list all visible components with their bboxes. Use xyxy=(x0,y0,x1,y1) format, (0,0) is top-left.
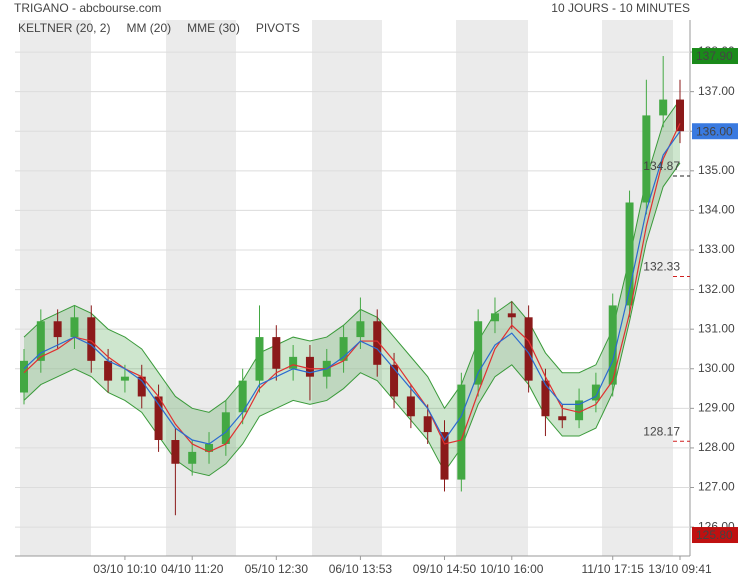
price-marker xyxy=(692,527,738,544)
y-tick-label: 137.00 xyxy=(698,84,735,98)
day-band xyxy=(456,20,528,556)
price-marker-label: 136.00 xyxy=(696,124,733,138)
candle-body xyxy=(406,396,415,417)
candle-body xyxy=(356,321,365,338)
y-tick-label: 128.00 xyxy=(698,440,735,454)
candle-body xyxy=(104,360,113,381)
candle-body xyxy=(339,337,348,361)
candle-body xyxy=(423,416,432,433)
candle-body xyxy=(591,384,600,401)
price-marker-label: 137.90 xyxy=(696,49,733,63)
candle-body xyxy=(440,432,449,480)
x-tick-label: 05/10 12:30 xyxy=(245,562,309,576)
y-tick-label: 135.00 xyxy=(698,163,735,177)
y-tick-label: 127.00 xyxy=(698,480,735,494)
candle-body xyxy=(255,337,264,381)
x-tick-label: 09/10 14:50 xyxy=(413,562,477,576)
y-tick-label: 133.00 xyxy=(698,242,735,256)
price-marker xyxy=(692,123,738,140)
candle-body xyxy=(558,416,567,421)
x-tick-label: 04/10 11:20 xyxy=(161,562,224,576)
day-band xyxy=(20,20,91,556)
keltner-upper xyxy=(23,99,681,413)
candle-body xyxy=(205,443,214,452)
legend-entry: KELTNER (20, 2) xyxy=(18,21,110,35)
candle-body xyxy=(305,356,314,377)
candle-body xyxy=(53,321,62,338)
candle-body xyxy=(474,321,483,385)
y-tick-label: 132.00 xyxy=(698,282,735,296)
price-marker xyxy=(692,48,738,65)
x-tick-label: 06/10 13:53 xyxy=(329,562,393,576)
pivot-label: 134.87 xyxy=(643,159,680,173)
day-band xyxy=(312,20,382,556)
candle-body xyxy=(171,440,180,464)
keltner-lower xyxy=(23,162,681,477)
price-marker-label: 125.80 xyxy=(696,528,733,542)
candle-body xyxy=(524,317,533,381)
candle-body xyxy=(608,305,617,385)
candle-body xyxy=(625,202,634,306)
candle-body xyxy=(221,412,230,444)
candle-body xyxy=(490,313,499,322)
chart-subtitle: 10 JOURS - 10 MINUTES xyxy=(551,1,690,15)
candle-body xyxy=(390,364,399,397)
x-tick-label: 13/10 09:41 xyxy=(648,562,712,576)
candle-body xyxy=(188,451,197,464)
pivot-label: 132.33 xyxy=(643,260,680,274)
moving-average xyxy=(23,123,681,453)
candle-body xyxy=(154,396,163,441)
x-tick-label: 10/10 16:00 xyxy=(480,562,544,576)
candle-body xyxy=(20,360,28,393)
candle-body xyxy=(70,317,79,338)
pivot-label: 128.17 xyxy=(643,424,680,438)
candle-body xyxy=(659,99,668,116)
y-tick-label: 130.00 xyxy=(698,361,735,375)
legend-entry: PIVOTS xyxy=(256,21,300,35)
candle-body xyxy=(238,380,247,413)
candle-body xyxy=(373,321,382,365)
candle-body xyxy=(575,400,584,421)
candle-body xyxy=(87,317,96,361)
candle-body xyxy=(642,115,651,203)
candle-body xyxy=(137,376,146,397)
legend-entry: MME (30) xyxy=(187,21,240,35)
y-tick-label: 134.00 xyxy=(698,203,735,217)
legend-entry: MM (20) xyxy=(126,21,171,35)
x-tick-label: 11/10 17:15 xyxy=(581,562,644,576)
moving-average xyxy=(23,130,681,445)
x-tick-label: 03/10 10:10 xyxy=(93,562,157,576)
y-tick-label: 129.00 xyxy=(698,401,735,415)
candle-body xyxy=(676,99,684,132)
candle-body xyxy=(36,321,45,361)
candle-body xyxy=(120,376,129,381)
candle-body xyxy=(272,337,281,369)
chart-title: TRIGANO - abcbourse.com xyxy=(14,1,161,15)
candle-body xyxy=(507,313,516,318)
y-tick-label: 131.00 xyxy=(698,321,735,335)
candle-body xyxy=(457,384,466,480)
candle-body xyxy=(541,380,550,417)
day-band xyxy=(166,20,236,556)
candle-body xyxy=(289,356,298,369)
